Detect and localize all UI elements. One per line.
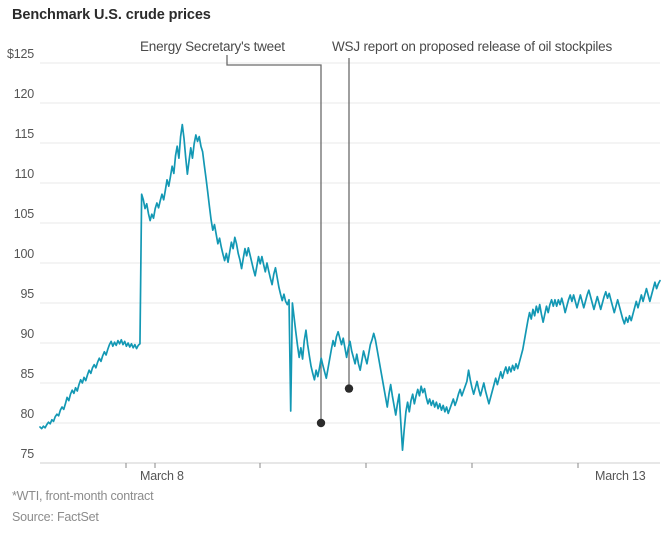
annotation-marker-dot (316, 418, 326, 428)
annotation-marker-dot (344, 384, 354, 393)
annotation-label-energy-secretary-tweet: Energy Secretary's tweet (140, 39, 285, 54)
y-axis-tick-label: 85 (20, 367, 34, 381)
x-axis-tick-label: March 8 (140, 469, 184, 483)
price-line-series (39, 123, 661, 452)
footnote-note: *WTI, front-month contract (12, 489, 154, 503)
page-title: Benchmark U.S. crude prices (12, 7, 211, 23)
y-axis-tick-label: 115 (14, 127, 35, 141)
y-axis-tick-label: 100 (13, 247, 34, 261)
y-axis-tick-label: 90 (20, 327, 34, 341)
footnote-source: Source: FactSet (12, 510, 99, 524)
y-axis-tick-label: 80 (20, 407, 34, 421)
x-axis-ticks (125, 463, 579, 468)
y-axis-tick-label: 120 (13, 87, 34, 101)
annotation-markers (316, 384, 354, 428)
annotation-leader-line (226, 55, 322, 423)
y-axis-tick-label: 95 (20, 287, 34, 301)
annotation-label-wsj-report: WSJ report on proposed release of oil st… (332, 39, 613, 54)
y-axis-tick-label: 110 (14, 167, 35, 181)
annotation-leader-lines (226, 55, 350, 423)
y-axis-tick-label: 105 (13, 207, 34, 221)
gridlines (40, 62, 660, 464)
x-axis-tick-label: March 13 (595, 469, 646, 483)
y-axis-tick-label: $125 (6, 47, 34, 61)
y-axis-tick-label: 75 (20, 447, 34, 461)
